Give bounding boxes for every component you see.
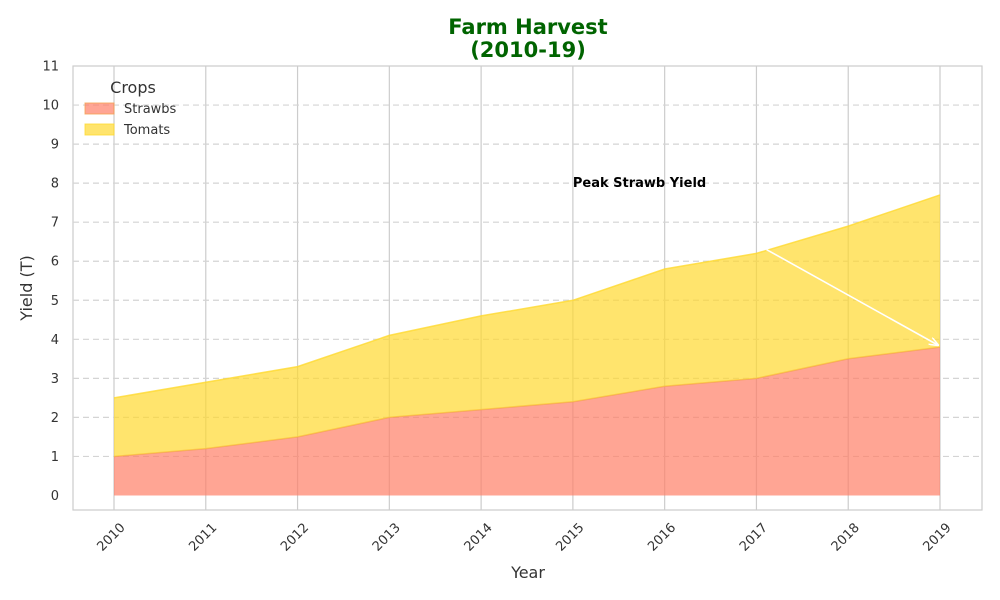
x-tick-2013: 2013 (370, 521, 404, 555)
y-tick-5: 5 (51, 294, 59, 309)
y-tick-9: 9 (51, 138, 59, 153)
y-tick-2: 2 (51, 411, 59, 426)
chart-title-line-1: Farm Harvest (448, 15, 607, 39)
x-tick-2019: 2019 (921, 521, 955, 555)
area-layers (113, 194, 941, 496)
y-tick-4: 4 (51, 333, 59, 348)
y-tick-1: 1 (51, 450, 59, 465)
y-tick-6: 6 (51, 255, 59, 270)
area-tomats (114, 194, 940, 457)
legend-title: Crops (110, 78, 156, 97)
x-axis-label: Year (510, 563, 545, 582)
chart-title-line-2: (2010-19) (470, 38, 586, 62)
x-tick-2016: 2016 (645, 521, 679, 555)
annotation-text: Peak Strawb Yield (573, 176, 706, 191)
legend-swatch-tomats (84, 123, 115, 136)
y-axis-label: Yield (T) (17, 255, 36, 321)
annotation-arrow (766, 248, 938, 346)
x-tick-2018: 2018 (829, 521, 863, 555)
x-tick-2012: 2012 (278, 521, 312, 555)
y-tick-8: 8 (51, 177, 59, 192)
annotation: Peak Strawb Yield (573, 176, 938, 345)
legend-label-tomats: Tomats (123, 123, 170, 138)
x-tick-2010: 2010 (95, 521, 129, 555)
area-strawbs (114, 347, 940, 496)
x-tick-2014: 2014 (462, 521, 496, 555)
y-tick-11: 11 (42, 60, 59, 75)
legend-label-strawbs: Strawbs (124, 102, 177, 117)
x-tick-2011: 2011 (186, 521, 220, 555)
y-tick-labels: 0 1 2 3 4 5 6 7 8 9 10 11 (42, 60, 59, 505)
x-tick-2015: 2015 (553, 521, 587, 555)
legend-swatch-strawbs (84, 102, 115, 115)
y-tick-0: 0 (51, 489, 59, 504)
y-tick-7: 7 (51, 216, 59, 231)
y-tick-10: 10 (42, 99, 59, 114)
area-edge-tomats (113, 194, 941, 399)
x-tick-2017: 2017 (737, 521, 771, 555)
y-tick-3: 3 (51, 372, 59, 387)
x-tick-labels: 2010 2011 2012 2013 2014 2015 2016 2017 2018 2019 (95, 521, 955, 555)
legend: Crops Strawbs Tomats (84, 78, 177, 138)
